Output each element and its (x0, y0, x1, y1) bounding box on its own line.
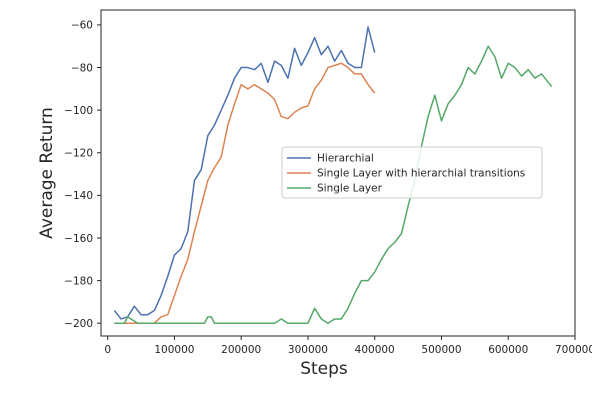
legend: Hierarchial Single Layer with hierarchia… (281, 146, 543, 199)
legend-frame (281, 146, 543, 199)
x-tick-label: 600000 (488, 344, 528, 356)
legend-label-single-layer-hierarchial-transitions: Single Layer with hierarchial transition… (317, 168, 525, 180)
y-tick-label: −60 (71, 20, 93, 32)
legend-label-hierarchial: Hierarchial (317, 153, 374, 165)
x-tick-label: 100000 (154, 344, 194, 356)
x-tick-label: 300000 (288, 344, 328, 356)
x-axis-label: Steps (300, 359, 348, 379)
y-tick-label: −80 (71, 62, 93, 74)
y-tick-label: −100 (64, 105, 93, 117)
x-tick-label: 200000 (221, 344, 261, 356)
legend-label-single-layer: Single Layer (317, 183, 383, 195)
y-axis-label: Average Return (37, 107, 57, 239)
x-tick-label: 400000 (355, 344, 395, 356)
series-line-hierarchial (113, 26, 376, 320)
series-line-single-layer-with-hierarchial-transitions (114, 62, 376, 324)
plot-area-frame (100, 9, 576, 337)
y-tick-label: −200 (64, 318, 93, 330)
y-tick-label: −120 (64, 148, 93, 160)
x-tick-label: 700000 (555, 344, 592, 356)
y-tick-label: −160 (64, 233, 93, 245)
y-tick-label: −180 (64, 275, 93, 287)
x-axis-ticks: 0 100000 200000 300000 400000 500000 600000 700… (104, 336, 592, 356)
series-lines (113, 26, 553, 324)
y-tick-label: −140 (64, 190, 93, 202)
x-tick-label: 0 (104, 344, 111, 356)
y-axis-ticks: −200 −180 −160 −140 −120 −100 −80 −60 (64, 20, 101, 330)
x-tick-label: 500000 (421, 344, 461, 356)
